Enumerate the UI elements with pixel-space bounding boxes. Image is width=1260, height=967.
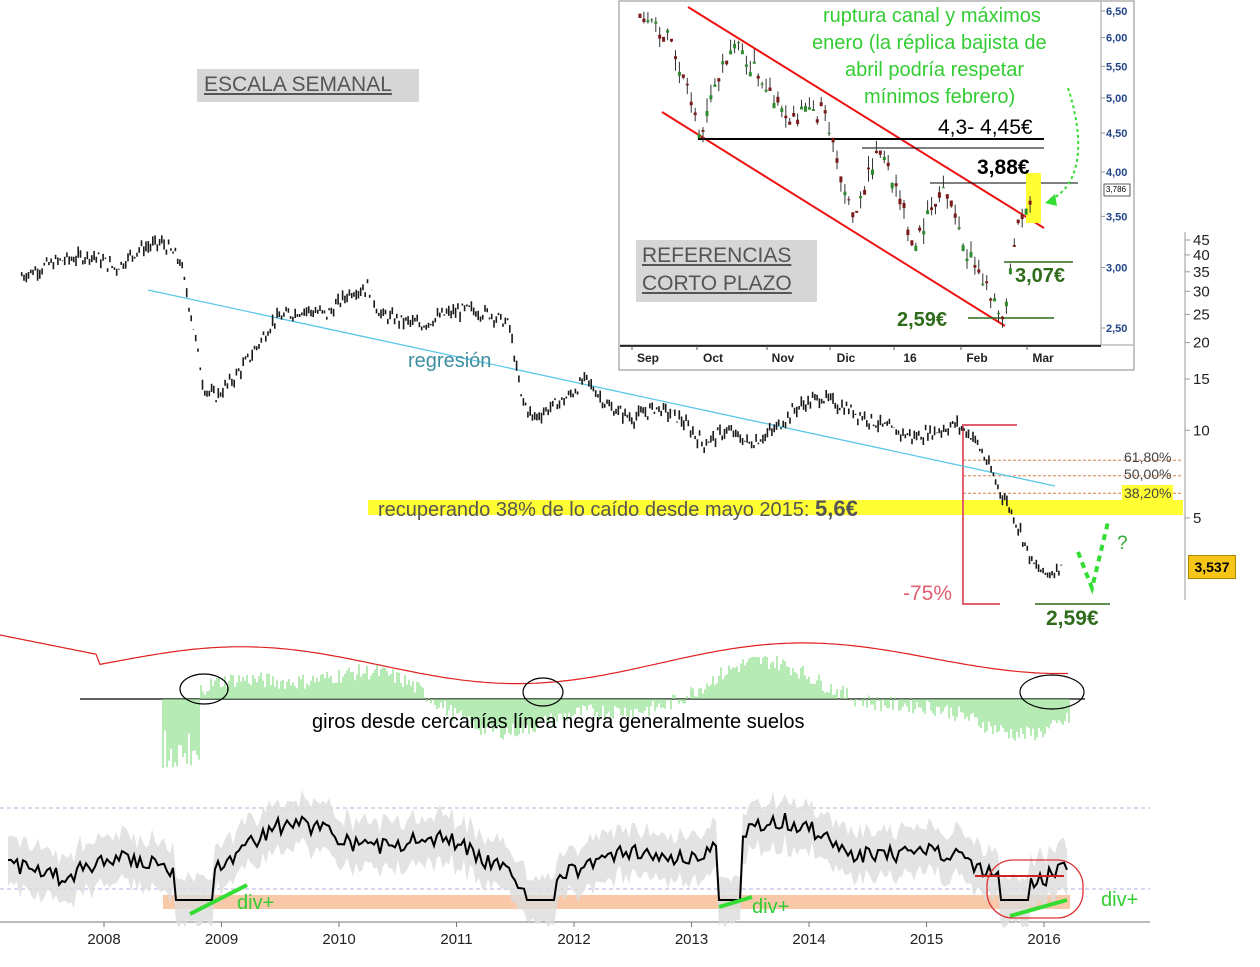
breakout-highlight bbox=[1026, 173, 1041, 223]
inset-y-axis: 6,50 6,00 5,50 5,00 4,50 4,00 3,50 3,00 2,50 bbox=[1101, 6, 1127, 335]
weekly-scale-label-box bbox=[197, 69, 419, 102]
inset-x-label: Oct bbox=[703, 351, 723, 365]
x-tick-label: 2008 bbox=[87, 931, 120, 948]
low-main-label: 2,59€ bbox=[1046, 607, 1099, 630]
x-tick-label: 2015 bbox=[910, 931, 943, 948]
inset-level-3-88: 3,88€ bbox=[977, 156, 1030, 179]
inset-y-label: 4,50 bbox=[1106, 128, 1127, 140]
y-tick-label: 25 bbox=[1193, 306, 1210, 323]
recovery-highlight-band bbox=[368, 500, 1183, 515]
div-label-1: div+ bbox=[237, 892, 275, 914]
osc-circle-1 bbox=[179, 673, 229, 705]
div-label-3: div+ bbox=[1101, 889, 1139, 911]
x-tick-label: 2013 bbox=[675, 931, 708, 948]
x-tick-label: 2011 bbox=[440, 931, 472, 948]
rsi-line bbox=[7, 812, 1068, 901]
inset-x-label: Nov bbox=[772, 351, 795, 365]
oscillator-signal-line bbox=[0, 634, 1068, 685]
x-tick-label: 2012 bbox=[557, 931, 590, 948]
y-tick-label: 10 bbox=[1193, 422, 1210, 439]
inset-x-axis: Sep Oct Nov Dic 16 Feb Mar bbox=[631, 346, 1054, 365]
recovery-value: 5,6€ bbox=[814, 496, 858, 521]
recovery-text: recuperando 38% de lo caído desde mayo 2… bbox=[378, 496, 858, 522]
channel-lower bbox=[661, 111, 1006, 327]
v-projection-arrow bbox=[1076, 521, 1110, 595]
regression-label: regresión bbox=[408, 350, 492, 372]
y-tick-label: 45 bbox=[1193, 232, 1210, 249]
inset-x-label: Sep bbox=[637, 351, 659, 365]
inset-level-4-3: 4,3- 4,45€ bbox=[938, 116, 1033, 139]
inset-chart: 6,50 6,00 5,50 5,00 4,50 4,00 3,50 3,00 2,50 Sep… bbox=[618, 0, 1135, 371]
x-tick-label: 2010 bbox=[322, 931, 355, 948]
osc-bars-negative bbox=[162, 699, 1070, 768]
y-tick-label: 30 bbox=[1193, 283, 1210, 300]
x-tick-label: 2009 bbox=[205, 931, 238, 948]
short-term-label-1: REFERENCIAS bbox=[642, 244, 792, 267]
inset-price-tag bbox=[1103, 183, 1131, 197]
inset-price-tag-text: 3,786 bbox=[1106, 185, 1127, 194]
div-line-1 bbox=[189, 883, 248, 916]
breakout-arrowhead bbox=[1045, 194, 1057, 206]
short-term-label-box bbox=[636, 240, 817, 302]
fib-618-label: 61,80% bbox=[1124, 449, 1172, 465]
inset-y-label: 6,00 bbox=[1106, 33, 1127, 45]
price-bars bbox=[20, 235, 1062, 579]
weekly-scale-label: ESCALA SEMANAL bbox=[204, 73, 392, 96]
inset-y-label: 4,00 bbox=[1106, 167, 1127, 179]
x-axis-years: 2008 2009 2010 2011 2012 2013 2014 2015 2016 bbox=[87, 922, 1061, 948]
inset-candles-down bbox=[638, 13, 1032, 320]
inset-note-4: mínimos febrero) bbox=[864, 86, 1016, 108]
price-series bbox=[20, 235, 1062, 579]
y-tick-label: 5 bbox=[1193, 510, 1201, 527]
inset-candles-up bbox=[646, 19, 1028, 315]
inset-y-label: 5,50 bbox=[1106, 61, 1127, 73]
inset-x-label: Dic bbox=[837, 351, 856, 365]
fib-500-label: 50,00% bbox=[1124, 466, 1172, 482]
channel-upper bbox=[687, 6, 1045, 229]
div-label-2: div+ bbox=[752, 896, 790, 918]
osc-bars-positive bbox=[200, 656, 912, 699]
rsi-circle bbox=[986, 859, 1084, 919]
inset-x-label: 16 bbox=[903, 351, 917, 365]
y-tick-label: 15 bbox=[1193, 371, 1210, 388]
inset-y-label: 3,00 bbox=[1106, 263, 1127, 275]
recovery-text-label: recuperando 38% de lo caído desde mayo 2… bbox=[378, 499, 815, 521]
osc-circle-2 bbox=[522, 677, 564, 707]
div-line-3 bbox=[1009, 898, 1068, 918]
inset-y-label: 3,50 bbox=[1106, 211, 1127, 223]
x-tick-label: 2016 bbox=[1027, 931, 1060, 948]
osc-note: giros desde cercanías línea negra genera… bbox=[312, 711, 805, 733]
fib-382-label: 38,20% bbox=[1122, 485, 1174, 501]
inset-y-label: 6,50 bbox=[1106, 6, 1127, 18]
inset-level-2-59: 2,59€ bbox=[897, 309, 948, 331]
inset-level-3-07: 3,07€ bbox=[1015, 265, 1066, 287]
inset-y-label: 2,50 bbox=[1106, 323, 1127, 335]
y-tick-label: 40 bbox=[1193, 247, 1210, 264]
osc-circle-3 bbox=[1019, 674, 1085, 710]
drop-pct-label: -75% bbox=[903, 582, 953, 605]
div-line-2 bbox=[718, 895, 753, 909]
y-tick-label: 35 bbox=[1193, 264, 1210, 281]
y-tick-label: 20 bbox=[1193, 335, 1210, 352]
question-label: ? bbox=[1117, 533, 1128, 554]
rsi-floor-band bbox=[163, 895, 1070, 909]
drop-box bbox=[962, 424, 1017, 605]
regression-line bbox=[147, 289, 1056, 487]
short-term-label-2: CORTO PLAZO bbox=[642, 272, 792, 295]
inset-price-series bbox=[638, 11, 1032, 328]
oscillator-histogram bbox=[162, 656, 1070, 768]
inset-x-label: Feb bbox=[966, 351, 987, 365]
inset-note-3: abril podría respetar bbox=[845, 59, 1024, 81]
inset-note-1: ruptura canal y máximos bbox=[823, 5, 1041, 27]
inset-x-label: Mar bbox=[1032, 351, 1054, 365]
inset-note-2: enero (la réplica bajista de bbox=[812, 32, 1047, 54]
price-badge: 3,537 bbox=[1188, 555, 1236, 579]
inset-y-label: 5,00 bbox=[1106, 93, 1127, 105]
x-tick-label: 2014 bbox=[792, 931, 825, 948]
